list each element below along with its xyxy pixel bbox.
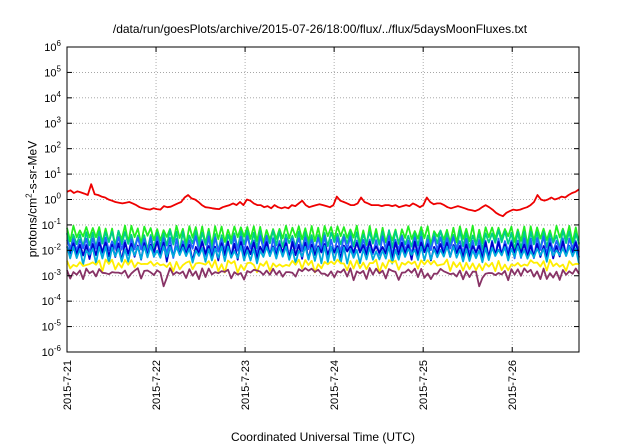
y-tick-label: 104 [44,90,61,105]
y-tick-label: 10-1 [42,217,62,232]
y-tick-label: 10-4 [42,293,62,308]
x-axis-label: Coordinated Universal Time (UTC) [230,430,416,444]
y-tick-label: 102 [44,141,61,156]
y-tick-label: 10-2 [42,242,62,257]
y-tick-label: 105 [44,64,61,79]
x-tick-label: 2015-7-24 [329,360,341,410]
x-tick-label: 2015-7-21 [62,360,74,410]
series-line [66,267,580,288]
y-tick-label: 101 [44,166,61,181]
series-line [66,183,580,218]
chart-title: /data/run/goesPlots/archive/2015-07-26/1… [112,22,528,36]
y-tick-label: 100 [44,192,61,207]
series-line [66,244,580,266]
y-tick-label: 106 [44,39,61,54]
y-tick-label: 10-6 [42,344,62,359]
x-tick-label: 2015-7-26 [507,360,519,410]
x-tick-label: 2015-7-23 [240,360,252,410]
series-line [66,258,580,274]
y-tick-label: 10-3 [42,268,62,283]
x-tick-label: 2015-7-25 [418,360,430,410]
y-tick-label: 103 [44,115,61,130]
series-line [66,224,580,247]
y-axis-label: protons/cm2-s-sr-MeV [24,140,40,258]
x-tick-label: 2015-7-22 [151,360,163,410]
y-tick-label: 10-5 [42,319,62,334]
